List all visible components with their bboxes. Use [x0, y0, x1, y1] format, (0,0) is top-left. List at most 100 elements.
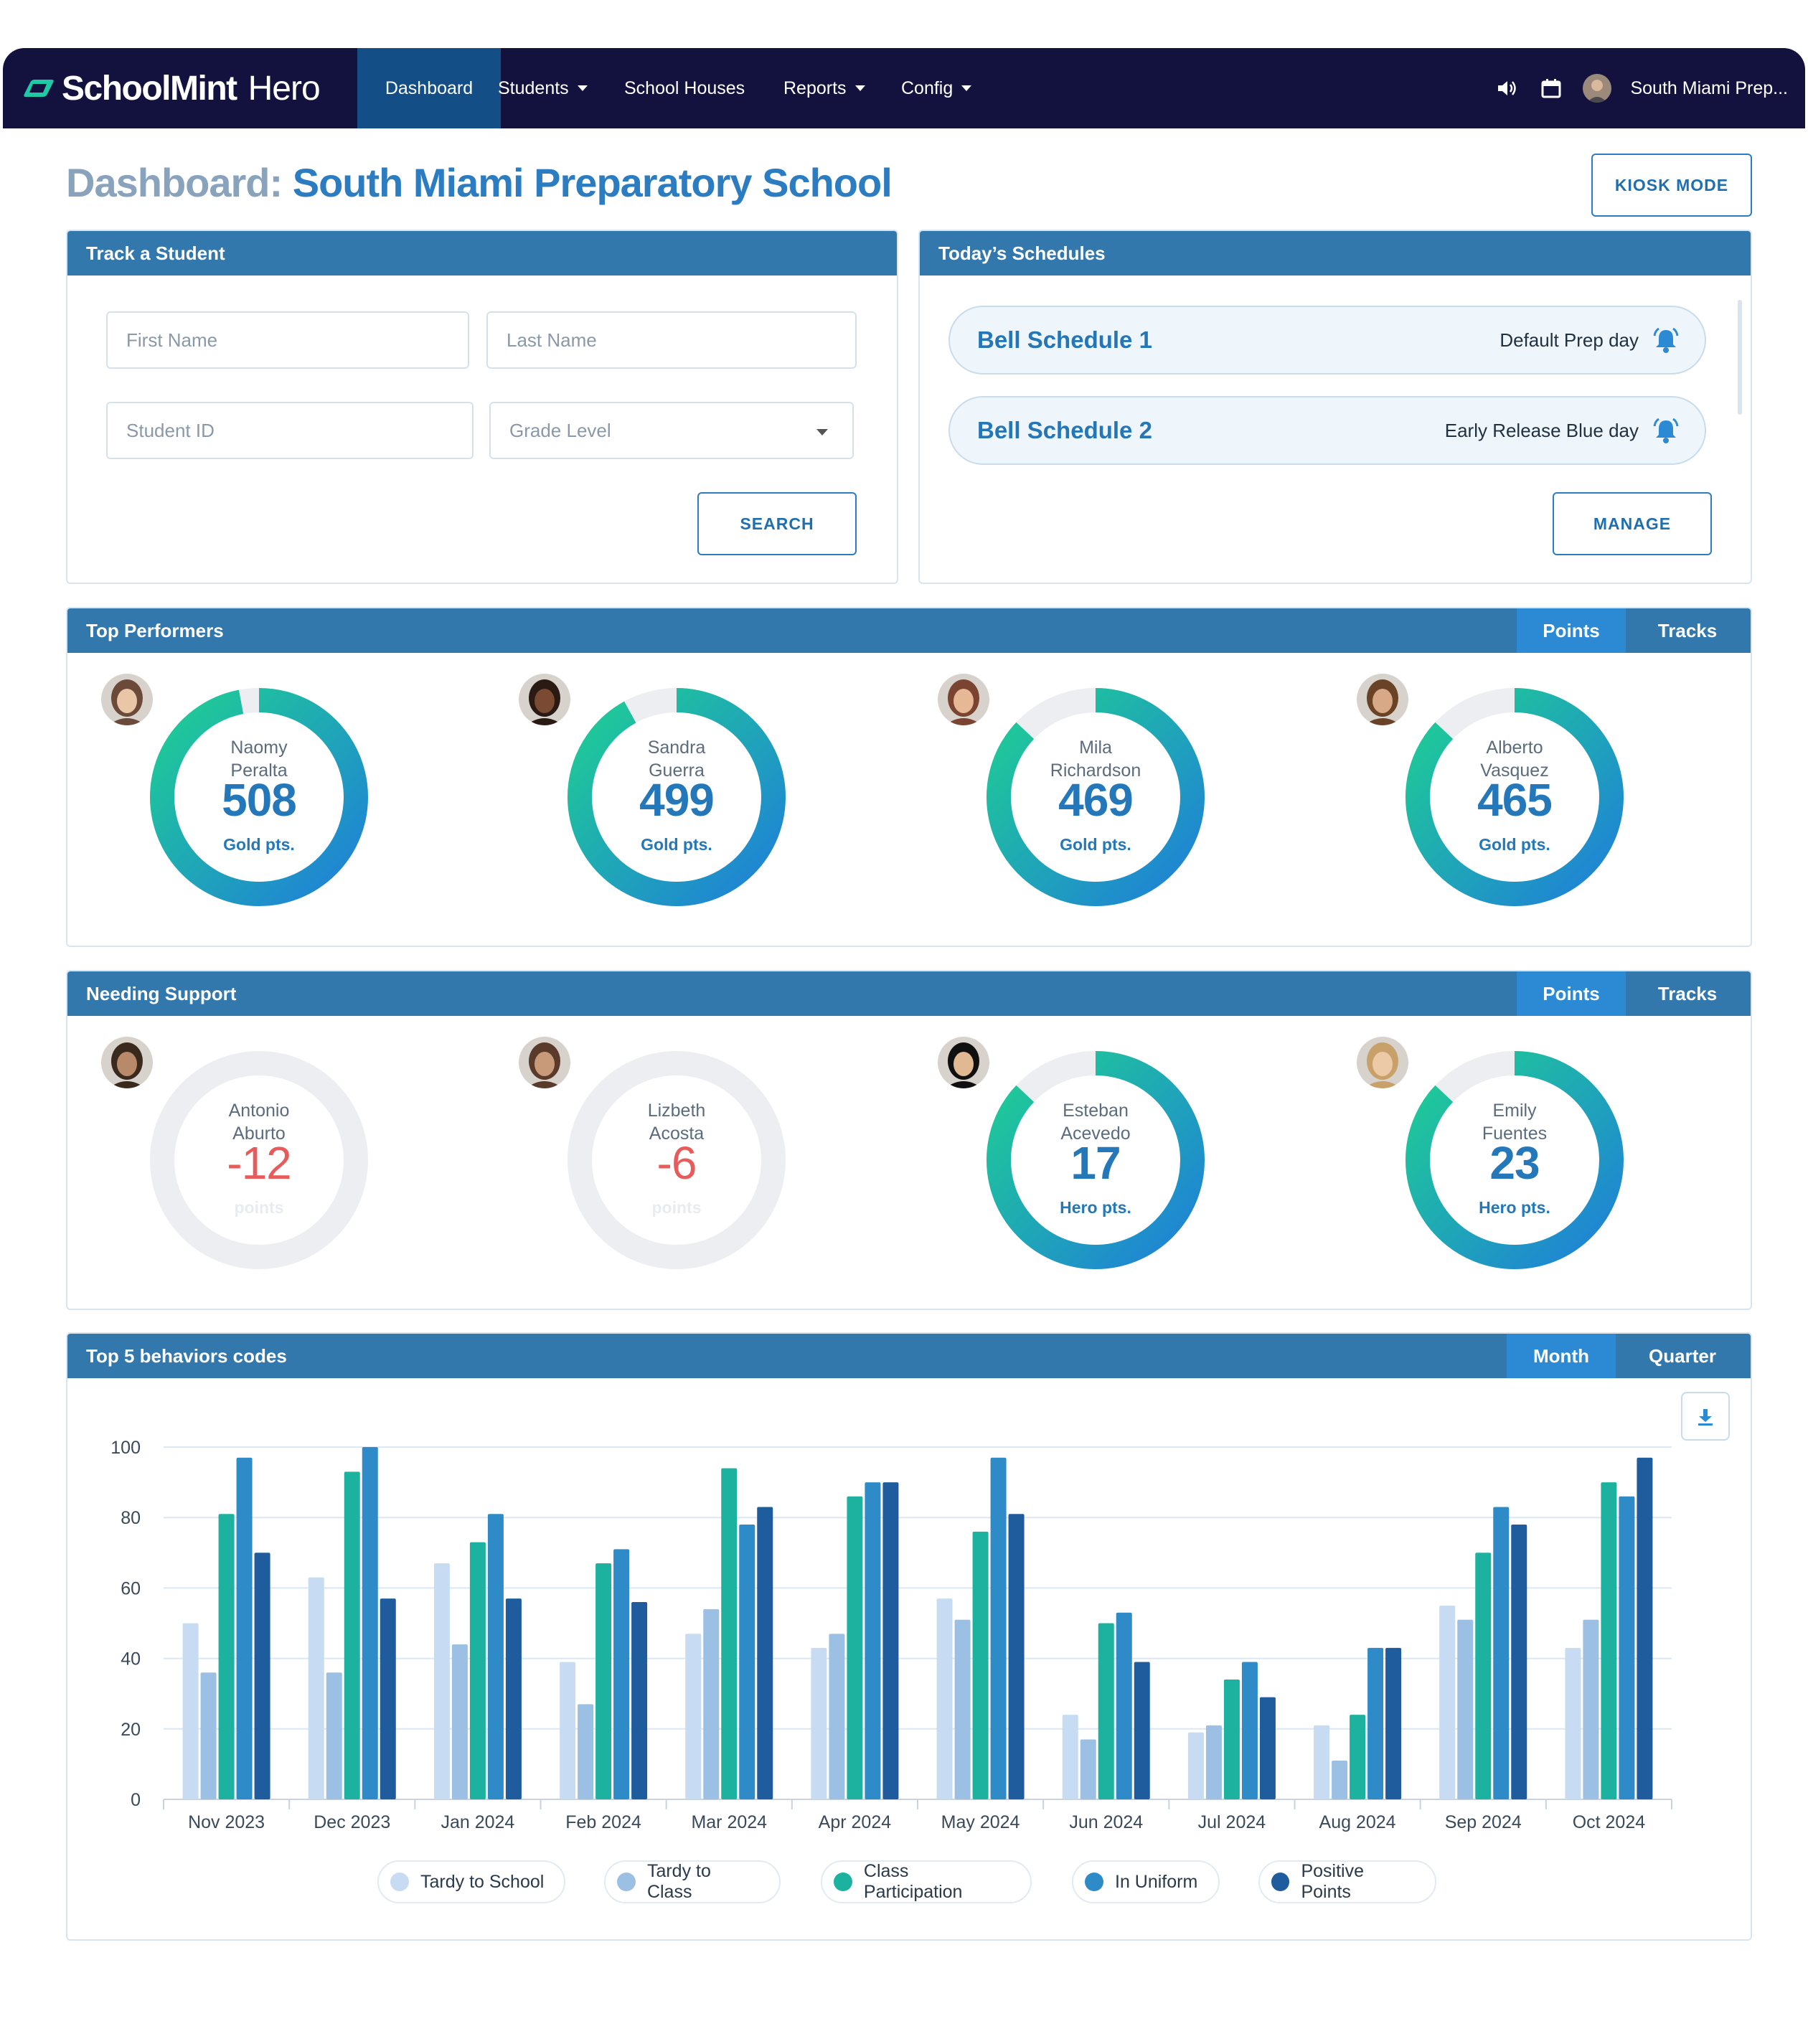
tab-quarter[interactable]: Quarter	[1649, 1344, 1716, 1367]
score-unit: Gold pts.	[641, 835, 712, 854]
donut-progress-arc	[1406, 1051, 1624, 1269]
donut-ring	[568, 1051, 786, 1269]
student-score-donut[interactable]: Emily Fuentes 23 Hero pts.	[1355, 1035, 1633, 1278]
donut-ring	[568, 688, 786, 906]
donut-ring	[987, 688, 1205, 906]
schedules-scrollbar[interactable]	[1738, 300, 1742, 415]
student-avatar[interactable]	[936, 672, 992, 727]
nav-right-group: South Miami Prep...	[1494, 48, 1788, 128]
tab-points[interactable]: Points	[1517, 608, 1626, 653]
donut-track	[568, 1051, 786, 1269]
nav-reports[interactable]: Reports	[783, 48, 865, 128]
search-button[interactable]: SEARCH	[697, 492, 857, 555]
tab-month[interactable]: Month	[1507, 1334, 1616, 1378]
donut-ring	[1406, 688, 1624, 906]
student-score-donut[interactable]: Lizbeth Acosta -6 points	[517, 1035, 795, 1278]
user-avatar[interactable]	[1583, 74, 1612, 103]
student-avatar[interactable]	[1355, 672, 1411, 727]
student-first-name: Sandra	[647, 738, 706, 758]
tab-tracks[interactable]: Tracks	[1657, 982, 1718, 1004]
first-name-input[interactable]	[106, 311, 469, 369]
student-avatar[interactable]	[517, 672, 573, 727]
donut-ring	[150, 1051, 368, 1269]
student-last-name: Fuentes	[1482, 1124, 1548, 1144]
nav-dashboard-label: Dashboard	[385, 77, 474, 98]
student-name: Naomy Peralta	[141, 736, 377, 782]
legend-swatch	[390, 1873, 409, 1891]
schedule-desc: Default Prep day	[1499, 329, 1639, 351]
top-performers-panel: Top Performers Points Tracks Naomy Peralt…	[66, 607, 1752, 947]
student-name: Lizbeth Acosta	[558, 1099, 795, 1145]
student-last-name: Acevedo	[1060, 1124, 1131, 1144]
student-name: Antonio Aburto	[141, 1099, 377, 1145]
user-school-name[interactable]: South Miami Prep...	[1630, 77, 1788, 98]
legend-label: Tardy to School	[420, 1871, 545, 1892]
student-name: Sandra Guerra	[558, 736, 795, 782]
track-student-panel: Track a Student Grade Level SEARCH	[66, 230, 898, 584]
kiosk-mode-button[interactable]: KIOSK MODE	[1591, 154, 1752, 217]
score-unit: points	[651, 1198, 702, 1217]
avatar-photo	[1357, 1037, 1408, 1088]
student-first-name: Antonio	[228, 1101, 290, 1121]
student-avatar[interactable]	[517, 1035, 573, 1091]
schedules-panel: Today’s Schedules Bell Schedule 1 Defaul…	[918, 230, 1752, 584]
needing-support-title: Needing Support	[67, 971, 1751, 1016]
student-score-donut[interactable]: Naomy Peralta 508 Gold pts.	[99, 672, 377, 915]
legend-item[interactable]: In Uniform	[1072, 1860, 1220, 1903]
student-score-donut[interactable]: Mila Richardson 469 Gold pts.	[936, 672, 1214, 915]
student-avatar[interactable]	[936, 1035, 992, 1091]
nav-dashboard[interactable]: Dashboard	[357, 48, 501, 128]
donut-progress-arc	[987, 1051, 1205, 1269]
legend-item[interactable]: Tardy to School	[377, 1860, 565, 1903]
behaviors-title: Top 5 behaviors codes	[67, 1334, 1751, 1378]
student-avatar[interactable]	[1355, 1035, 1411, 1091]
student-first-name: Alberto	[1486, 738, 1543, 758]
last-name-input[interactable]	[486, 311, 857, 369]
legend-item[interactable]: Class Participation	[821, 1860, 1032, 1903]
donut-ring	[1406, 1051, 1624, 1269]
speaker-icon[interactable]	[1494, 75, 1520, 101]
donut-progress-arc	[568, 688, 786, 906]
student-score-donut[interactable]: Esteban Acevedo 17 Hero pts.	[936, 1035, 1214, 1278]
legend-label: In Uniform	[1115, 1871, 1198, 1892]
student-last-name: Richardson	[1050, 760, 1141, 781]
tab-points[interactable]: Points	[1517, 971, 1626, 1016]
grade-level-select[interactable]: Grade Level	[489, 402, 854, 459]
download-chart-button[interactable]	[1681, 1392, 1730, 1441]
legend-item[interactable]: Positive Points	[1258, 1860, 1436, 1903]
student-score-donut[interactable]: Sandra Guerra 499 Gold pts.	[517, 672, 795, 915]
student-avatar[interactable]	[99, 672, 155, 727]
chevron-down-icon	[577, 85, 588, 91]
legend-swatch	[1085, 1873, 1103, 1891]
nav-config[interactable]: Config	[901, 48, 972, 128]
donut-progress-arc	[987, 688, 1205, 906]
student-first-name: Mila	[1079, 738, 1112, 758]
score-unit: Gold pts.	[1479, 835, 1550, 854]
tab-tracks[interactable]: Tracks	[1657, 619, 1718, 641]
schedule-name: Bell Schedule 2	[977, 417, 1152, 443]
legend-label: Positive Points	[1301, 1861, 1364, 1902]
student-id-input[interactable]	[106, 402, 474, 459]
manage-button[interactable]: MANAGE	[1553, 492, 1712, 555]
top-navbar: SchoolMint Hero Dashboard Students Schoo…	[3, 48, 1805, 128]
schedule-item[interactable]: Bell Schedule 1 Default Prep day	[948, 306, 1706, 375]
score-unit: Hero pts.	[1060, 1198, 1131, 1217]
donut-ring	[150, 688, 368, 906]
nav-school-houses[interactable]: School Houses	[624, 48, 745, 128]
schedule-item[interactable]: Bell Schedule 2 Early Release Blue day	[948, 396, 1706, 465]
legend-swatch	[1271, 1873, 1290, 1891]
legend-item[interactable]: Tardy to Class	[604, 1860, 781, 1903]
student-avatar[interactable]	[99, 1035, 155, 1091]
schedule-name: Bell Schedule 1	[977, 326, 1152, 353]
brand-logo[interactable]: SchoolMint Hero	[23, 48, 321, 128]
student-score-donut[interactable]: Antonio Aburto -12 points	[99, 1035, 377, 1278]
needing-support-panel: Needing Support Points Tracks Antonio Abu…	[66, 970, 1752, 1310]
student-name: Alberto Vasquez	[1396, 736, 1633, 782]
student-last-name: Aburto	[232, 1124, 286, 1144]
student-score-donut[interactable]: Alberto Vasquez 465 Gold pts.	[1355, 672, 1633, 915]
calendar-icon[interactable]	[1538, 75, 1564, 101]
nav-students[interactable]: Students	[498, 48, 588, 128]
schedules-title: Today’s Schedules	[920, 231, 1751, 275]
student-score: 17	[1070, 1137, 1121, 1189]
legend-swatch	[617, 1873, 636, 1891]
